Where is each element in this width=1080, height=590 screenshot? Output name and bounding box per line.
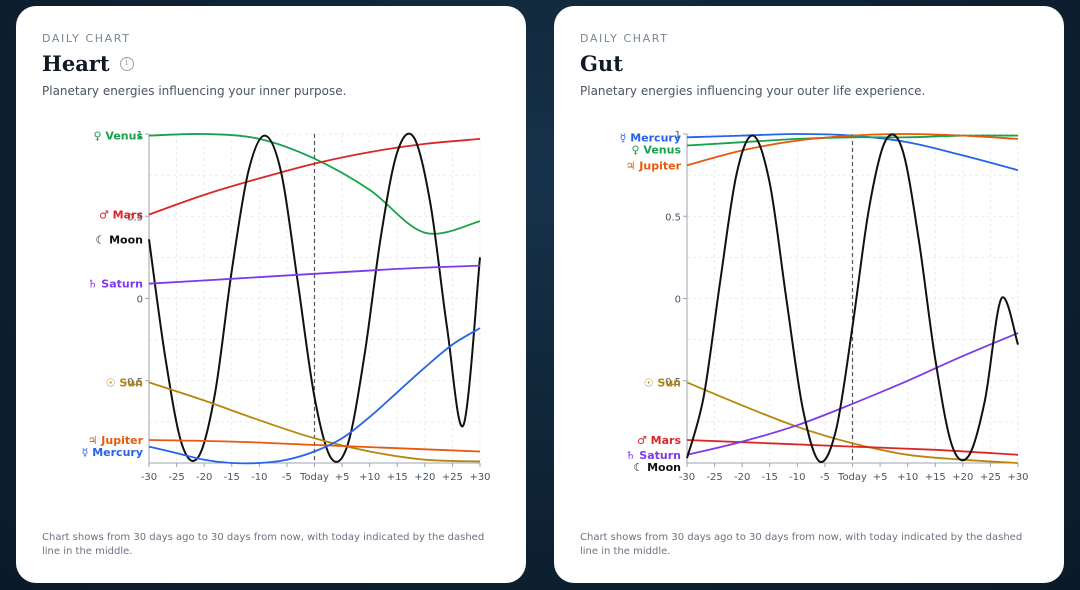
y-tick-label: 0.5 xyxy=(127,212,143,223)
series-label-mercury: ☿ Mercury xyxy=(620,131,681,144)
series-line-jupiter xyxy=(148,439,481,453)
series-label-mars: ♂ Mars xyxy=(99,209,143,222)
x-tick-label: -5 xyxy=(282,472,292,483)
series-line-sun xyxy=(148,381,481,463)
series-line-saturn xyxy=(148,264,481,285)
series-label-venus: ♀ Venus xyxy=(94,130,144,143)
x-tick-label: -30 xyxy=(141,472,157,483)
x-tick-label: +20 xyxy=(414,472,435,483)
x-tick-label: -20 xyxy=(196,472,212,483)
x-tick-label: -10 xyxy=(789,472,805,483)
x-tick-label: +25 xyxy=(442,472,463,483)
card-subtitle: Planetary energies influencing your inne… xyxy=(42,84,347,98)
x-tick-label: -10 xyxy=(251,472,267,483)
card-eyebrow: DAILY CHART xyxy=(580,32,669,45)
gut-chart: -30 -25 -20 -15 -10 -5 Today +5 +10 +15 +20 +25 +30 -… xyxy=(620,130,1029,483)
series-label-moon: ☾ Moon xyxy=(633,461,681,474)
series-line-mars xyxy=(148,138,481,216)
y-tick-label: 0 xyxy=(675,295,681,306)
y-tick-label: 1 xyxy=(675,130,681,141)
series-label-venus: ♀ Venus xyxy=(632,143,682,156)
heart-chart: -30 -25 -20 -15 -10 -5 Today +5 +10 +15 +20 +25 +30 -… xyxy=(82,130,491,483)
heart-card: DAILY CHART Heart i Planetary energies i… xyxy=(16,6,526,583)
series-line-saturn xyxy=(686,332,1019,456)
x-tick-label: -15 xyxy=(224,472,240,483)
y-tick-label: 0 xyxy=(137,295,143,306)
x-tick-label: +10 xyxy=(897,472,918,483)
series-line-moon xyxy=(148,132,481,463)
series-label-jupiter: ♃ Jupiter xyxy=(626,159,682,172)
chart-footnote: Chart shows from 30 days ago to 30 days … xyxy=(42,532,485,557)
series-line-mercury xyxy=(148,327,481,465)
x-tick-label: +15 xyxy=(387,472,408,483)
chart-footnote: Chart shows from 30 days ago to 30 days … xyxy=(580,532,1023,557)
series-label-jupiter: ♃ Jupiter xyxy=(88,434,144,447)
x-tick-label: +5 xyxy=(335,472,350,483)
gut-card: DAILY CHART Gut Planetary energies influ… xyxy=(554,6,1064,583)
x-tick-label: -5 xyxy=(820,472,830,483)
card-title: Heart xyxy=(42,51,110,76)
x-tick-label: +25 xyxy=(980,472,1001,483)
y-tick-label: -0.5 xyxy=(661,377,681,388)
series-label-sun: ☉ Sun xyxy=(106,376,143,389)
y-tick-label: 0.5 xyxy=(665,212,681,223)
title-row: Heart i xyxy=(42,51,500,76)
x-tick-label: +20 xyxy=(952,472,973,483)
x-tick-label: -25 xyxy=(168,472,184,483)
series-label-saturn: ♄ Saturn xyxy=(626,449,681,462)
card-subtitle: Planetary energies influencing your oute… xyxy=(580,84,926,98)
x-tick-label: +5 xyxy=(873,472,888,483)
card-title: Gut xyxy=(580,51,623,76)
y-tick-label: 1 xyxy=(137,130,143,141)
x-tick-label: -15 xyxy=(762,472,778,483)
x-tick-label: +30 xyxy=(469,472,490,483)
series-label-moon: ☾ Moon xyxy=(95,233,143,246)
card-eyebrow: DAILY CHART xyxy=(42,32,131,45)
series-label-saturn: ♄ Saturn xyxy=(88,278,143,291)
series-line-moon xyxy=(686,133,1019,463)
y-tick-label: -0.5 xyxy=(123,377,143,388)
series-label-sun: ☉ Sun xyxy=(644,376,681,389)
x-tick-label: +10 xyxy=(359,472,380,483)
x-tick-label: Today xyxy=(299,472,329,483)
x-tick-label: -20 xyxy=(734,472,750,483)
info-icon[interactable]: i xyxy=(119,56,134,71)
x-tick-label: -25 xyxy=(706,472,722,483)
series-label-mercury: ☿ Mercury xyxy=(82,446,143,459)
x-tick-label: +30 xyxy=(1007,472,1028,483)
series-line-venus xyxy=(148,133,481,235)
x-tick-label: Today xyxy=(837,472,867,483)
title-row: Gut xyxy=(580,51,1038,76)
x-tick-label: -30 xyxy=(679,472,695,483)
series-label-mars: ♂ Mars xyxy=(637,434,681,447)
x-tick-label: +15 xyxy=(925,472,946,483)
